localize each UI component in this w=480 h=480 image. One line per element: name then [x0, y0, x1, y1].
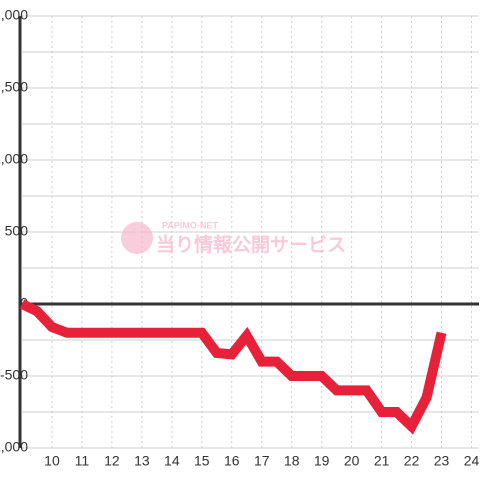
x-tick-label: 13	[134, 453, 150, 469]
y-tick-label: 2,000	[0, 7, 28, 23]
x-tick-label: 15	[194, 453, 210, 469]
x-tick-label: 12	[104, 453, 120, 469]
x-tick-label: 22	[404, 453, 420, 469]
x-tick-label: 11	[75, 453, 90, 469]
y-tick-label: 1,500	[0, 79, 28, 95]
grid	[22, 15, 479, 449]
watermark-logo	[121, 222, 153, 254]
x-tick-label: 18	[284, 453, 300, 469]
x-tick-label: 14	[164, 453, 180, 469]
y-tick-label: -1,000	[0, 439, 28, 455]
watermark-brand: PAPIMO-NET	[162, 220, 218, 230]
y-tick-label: 1,000	[0, 151, 28, 167]
x-tick-label: 17	[254, 453, 270, 469]
data-line	[19, 299, 447, 435]
watermark-text: 当り情報公開サービス	[156, 233, 346, 256]
x-tick-label: 16	[224, 453, 240, 469]
x-tick-label: 10	[44, 453, 60, 469]
y-tick-label: -500	[0, 367, 28, 383]
watermark: PAPIMO-NET 当り情報公開サービス	[121, 220, 346, 256]
x-tick-label: 21	[374, 453, 390, 469]
x-tick-label: 24	[464, 453, 480, 469]
x-tick-label: 19	[314, 453, 330, 469]
x-tick-label: 20	[344, 453, 360, 469]
y-tick-label: 500	[5, 223, 29, 239]
x-tick-label: 23	[434, 453, 450, 469]
